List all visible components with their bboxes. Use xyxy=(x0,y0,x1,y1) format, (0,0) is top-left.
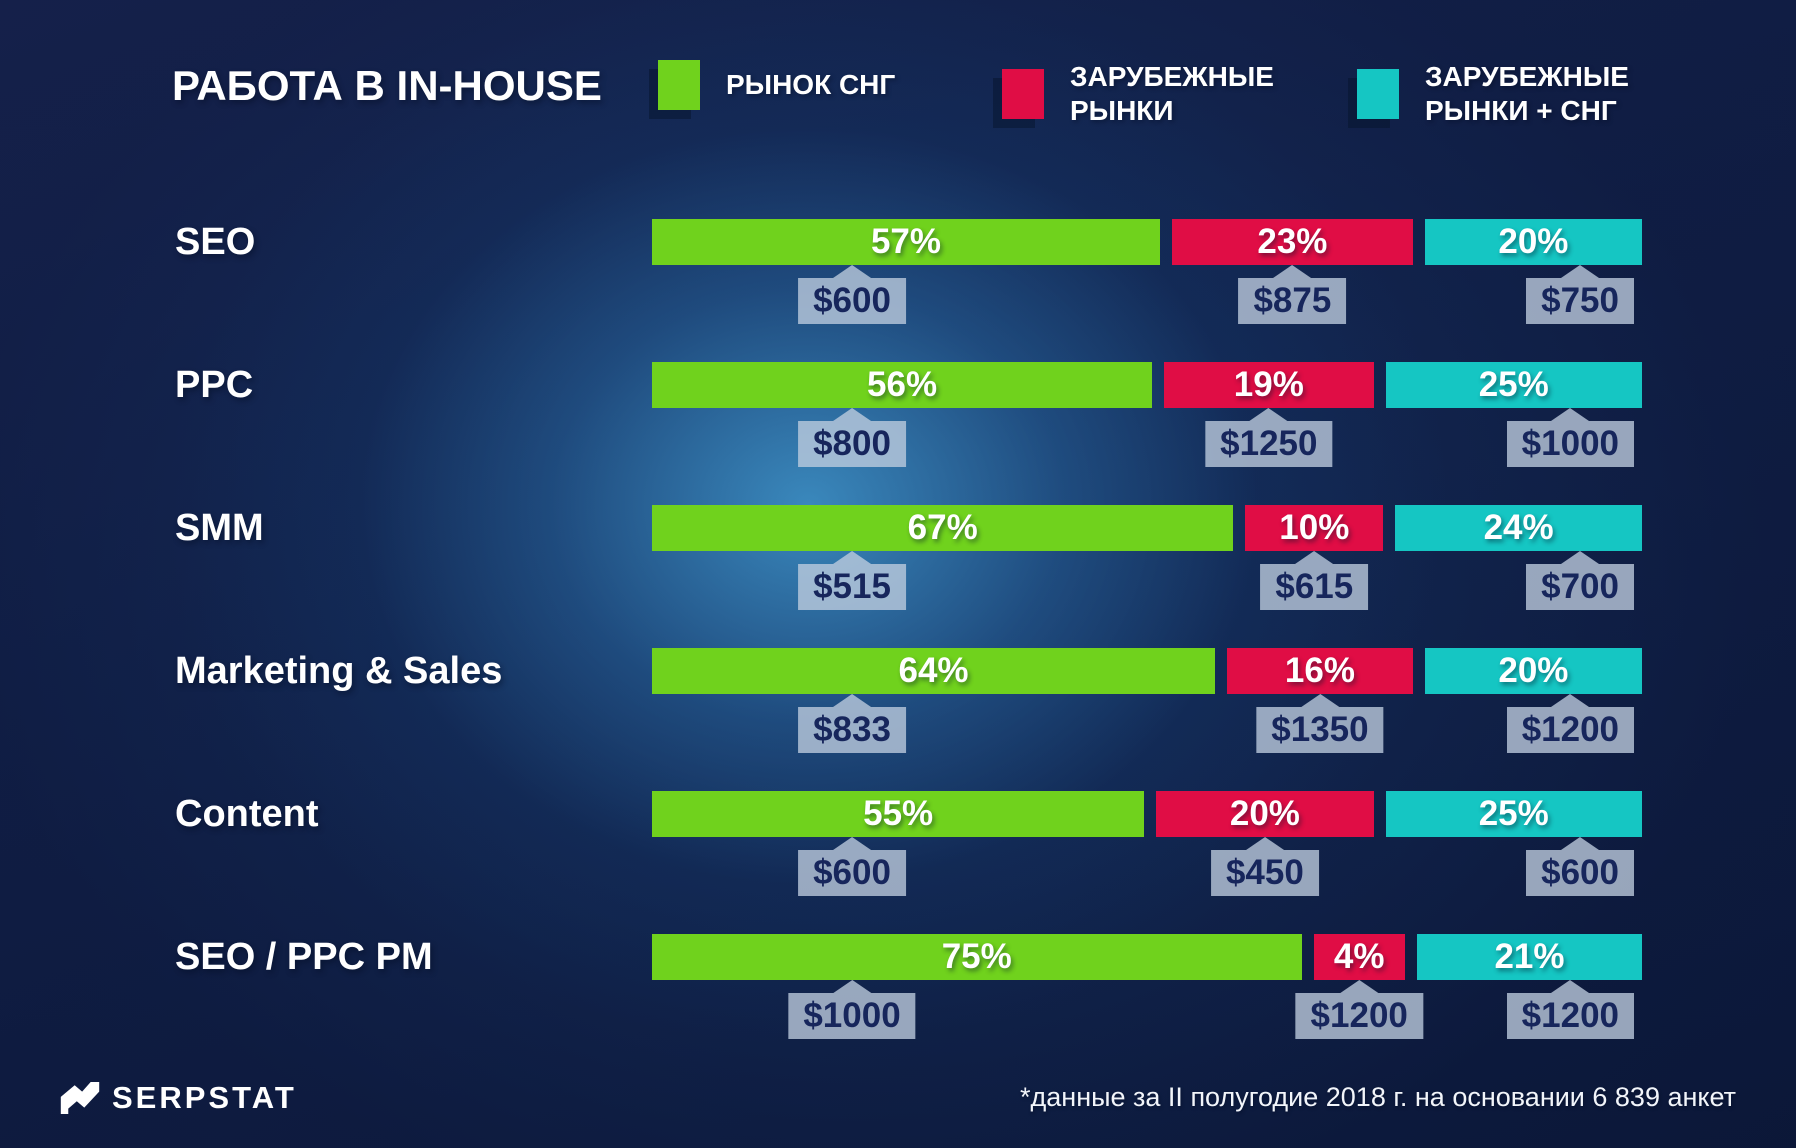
percent-label: 75% xyxy=(941,937,1012,976)
salary-tag: $750 xyxy=(1526,278,1634,324)
bar-segment-foreign-plus-cis: 20% $750 xyxy=(1424,219,1642,324)
bar-segment-cis-market: 56% $800 xyxy=(652,362,1153,467)
salary-tag: $615 xyxy=(1260,564,1369,610)
category-label: Marketing & Sales xyxy=(175,649,503,692)
percent-label: 16% xyxy=(1284,651,1355,690)
bar-group: 56% $800 19% $1250 25% $1000 xyxy=(652,362,1642,467)
percent-label: 25% xyxy=(1478,794,1549,833)
percent-label: 56% xyxy=(867,365,938,404)
legend-swatch-green xyxy=(658,60,700,110)
bar-segment-foreign-plus-cis: 25% $600 xyxy=(1385,791,1642,896)
bar-segment-foreign-plus-cis: 21% $1200 xyxy=(1416,934,1642,1039)
percent-label: 4% xyxy=(1333,937,1385,976)
chart-row: SEO / PPC PM 75% $1000 4% $1200 21% $1200 xyxy=(0,934,1796,1039)
salary-tag: $833 xyxy=(798,707,906,753)
bar-segment-foreign-plus-cis: 20% $1200 xyxy=(1424,648,1643,753)
percent-label: 55% xyxy=(863,794,934,833)
salary-tag: $1000 xyxy=(788,993,916,1039)
bar-segment-foreign-markets: 19% $1250 xyxy=(1164,362,1374,467)
salary-tag: $1200 xyxy=(1506,993,1634,1039)
bar-segment-foreign-markets: 10% $615 xyxy=(1245,505,1384,610)
serpstat-logo-icon xyxy=(60,1082,100,1114)
category-label: SMM xyxy=(175,506,264,549)
salary-tag: $1200 xyxy=(1295,993,1423,1039)
chart-row: PPC 56% $800 19% $1250 25% $1000 xyxy=(0,362,1796,467)
serpstat-logo: SERPSTAT xyxy=(60,1080,297,1116)
salary-tag: $700 xyxy=(1526,564,1634,610)
salary-tag: $600 xyxy=(1526,850,1634,896)
salary-tag: $515 xyxy=(798,564,906,610)
page-title: РАБОТА В IN-HOUSE xyxy=(172,62,602,109)
salary-tag: $875 xyxy=(1238,278,1347,324)
bar-group: 67% $515 10% $615 24% $700 xyxy=(652,505,1642,610)
percent-label: 24% xyxy=(1483,508,1554,547)
legend-label-foreign-plus-cis: ЗАРУБЕЖНЫЕ РЫНКИ + СНГ xyxy=(1425,61,1629,127)
bar-segment-foreign-markets: 20% $450 xyxy=(1156,791,1374,896)
legend-swatch-cyan xyxy=(1357,69,1399,120)
legend-label-cis-market: РЫНОК СНГ xyxy=(726,68,896,100)
legend-item-foreign-plus-cis: ЗАРУБЕЖНЫЕ РЫНКИ + СНГ xyxy=(1357,60,1629,128)
bar-group: 57% $600 23% $875 20% $750 xyxy=(652,219,1642,324)
chart-row: Marketing & Sales 64% $833 16% $1350 20% $1200 xyxy=(0,648,1796,753)
category-label: SEO / PPC PM xyxy=(175,935,433,978)
legend-item-foreign-markets: ЗАРУБЕЖНЫЕ РЫНКИ xyxy=(1002,60,1274,128)
percent-label: 64% xyxy=(898,651,969,690)
footnote: *данные за II полугодие 2018 г. на основ… xyxy=(1020,1082,1736,1112)
percent-label: 19% xyxy=(1233,365,1304,404)
legend-label-foreign-markets: ЗАРУБЕЖНЫЕ РЫНКИ xyxy=(1070,61,1274,127)
brand-name: SERPSTAT xyxy=(112,1080,297,1115)
chart-row: Content 55% $600 20% $450 25% $600 xyxy=(0,791,1796,896)
salary-tag: $1000 xyxy=(1506,421,1634,467)
bar-segment-foreign-plus-cis: 24% $700 xyxy=(1395,505,1642,610)
category-label: SEO xyxy=(175,220,256,263)
salary-tag: $1350 xyxy=(1256,707,1384,753)
bar-group: 75% $1000 4% $1200 21% $1200 xyxy=(652,934,1642,1039)
percent-label: 67% xyxy=(907,508,978,547)
bar-segment-cis-market: 75% $1000 xyxy=(652,934,1302,1039)
bar-segment-foreign-markets: 4% $1200 xyxy=(1295,934,1423,1039)
salary-tag: $600 xyxy=(798,850,906,896)
bar-group: 64% $833 16% $1350 20% $1200 xyxy=(652,648,1643,753)
category-label: Content xyxy=(175,792,319,835)
legend-swatch-red xyxy=(1002,69,1044,120)
percent-label: 57% xyxy=(870,222,942,261)
bar-segment-foreign-markets: 23% $875 xyxy=(1172,219,1413,324)
salary-tag: $800 xyxy=(798,421,906,467)
bar-segment-foreign-markets: 16% $1350 xyxy=(1227,648,1413,753)
percent-label: 21% xyxy=(1494,937,1565,976)
percent-label: 10% xyxy=(1279,508,1350,547)
salary-tag: $450 xyxy=(1210,850,1319,896)
percent-label: 25% xyxy=(1478,365,1549,404)
legend-item-cis-market: РЫНОК СНГ xyxy=(658,60,895,110)
chart-row: SMM 67% $515 10% $615 24% $700 xyxy=(0,505,1796,610)
salary-tag: $1200 xyxy=(1506,707,1635,753)
category-label: PPC xyxy=(175,363,254,406)
bar-segment-cis-market: 57% $600 xyxy=(652,219,1161,324)
chart-row: SEO 57% $600 23% $875 20% $750 xyxy=(0,219,1796,324)
bar-group: 55% $600 20% $450 25% $600 xyxy=(652,791,1642,896)
bar-segment-foreign-plus-cis: 25% $1000 xyxy=(1385,362,1642,467)
percent-label: 20% xyxy=(1498,651,1569,690)
bar-segment-cis-market: 55% $600 xyxy=(652,791,1145,896)
bar-segment-cis-market: 64% $833 xyxy=(652,648,1216,753)
bar-segment-cis-market: 67% $515 xyxy=(652,505,1234,610)
percent-label: 20% xyxy=(1229,794,1300,833)
percent-label: 23% xyxy=(1257,222,1328,261)
salary-tag: $600 xyxy=(798,278,906,324)
salary-tag: $1250 xyxy=(1205,421,1333,467)
percent-label: 20% xyxy=(1498,222,1569,261)
